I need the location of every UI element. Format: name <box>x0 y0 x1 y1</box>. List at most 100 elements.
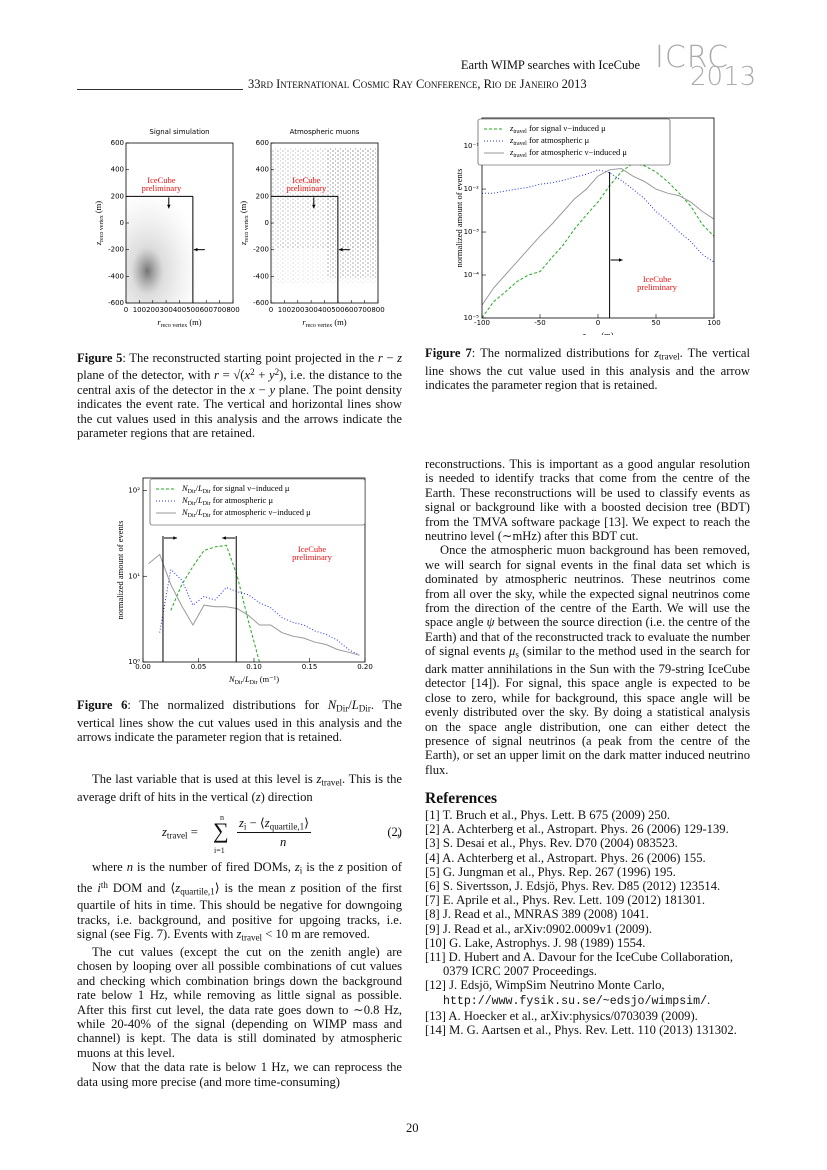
text-run: [4] A. Achterberg et al., Astropart. Phy… <box>425 850 706 865</box>
text-run: DOM and ⟨ <box>107 880 176 895</box>
text-run: (m) <box>238 201 248 216</box>
text-run: i <box>299 865 303 876</box>
text-run: . The vertical line shows the cut value … <box>425 346 750 393</box>
text-run: The cut values (except the cut on the ze… <box>77 944 402 1060</box>
text-run: / <box>196 483 199 493</box>
series-line <box>159 568 360 656</box>
arrow-head <box>618 258 623 262</box>
x-tick-label: 300 <box>159 306 172 314</box>
left-text-2: where n is the number of fired DOMs, zi … <box>77 860 402 1089</box>
text-run: Dir <box>336 703 349 714</box>
x-tick-label: -100 <box>474 319 490 327</box>
text-run: Dir <box>203 489 211 495</box>
annotation: IceCube <box>298 544 327 554</box>
x-tick-label: -50 <box>534 319 545 327</box>
legend <box>477 118 671 166</box>
reference: [13] A. Hoecker et al., arXiv:physics/07… <box>425 1009 750 1023</box>
text-run: / <box>243 674 246 684</box>
text-run: [13] A. Hoecker et al., arXiv:physics/07… <box>425 1008 698 1023</box>
text-run: z <box>397 351 402 365</box>
text-run: − ⟨ <box>246 816 265 830</box>
paragraph: reconstructions. This is important as a … <box>425 457 750 543</box>
text-run: μ <box>509 644 516 659</box>
text-run: L <box>197 495 203 505</box>
y-tick-label: -400 <box>253 272 269 280</box>
text-run: [11] D. Hubert and A. Davour for the Ice… <box>425 950 733 979</box>
arrow-head <box>193 247 198 252</box>
axes-frame <box>142 477 366 663</box>
y-tick-label: 10⁻⁴ <box>464 271 480 279</box>
text-run: z <box>509 147 514 157</box>
y-tick-label: -200 <box>253 246 269 254</box>
text-run: n <box>126 860 134 874</box>
text-run: z <box>264 816 270 830</box>
x-tick-label: 100 <box>707 319 720 327</box>
text-run: travel <box>659 351 680 362</box>
x-tick-label: 600 <box>345 306 358 314</box>
text-run: N <box>228 674 236 684</box>
reference: [1] T. Bruch et al., Phys. Lett. B 675 (… <box>425 808 750 822</box>
text-run: th <box>100 879 108 890</box>
y-tick-label: 10⁻² <box>464 185 480 193</box>
text-run: ⟩ <box>304 816 310 830</box>
text-run: z <box>236 927 242 942</box>
annotation: preliminary <box>292 552 332 562</box>
text-run: / <box>348 698 352 712</box>
x-tick-label: 0.00 <box>135 663 151 671</box>
text-run: r <box>214 368 219 383</box>
text-run: z <box>509 135 514 145</box>
legend-label: ztravel for atmospheric μ <box>509 135 590 147</box>
density <box>271 243 378 283</box>
text-run: z <box>93 241 103 246</box>
figure-7-caption: Figure 7: The normalized distributions f… <box>425 346 750 392</box>
text-run: travel <box>166 830 188 841</box>
x-tick-label: 600 <box>200 306 213 314</box>
text-run: [5] G. Jungman et al., Phys. Rep. 267 (1… <box>425 864 676 879</box>
y-tick-label: 400 <box>111 166 124 174</box>
x-tick-label: 0.10 <box>246 663 262 671</box>
text-run: (m) <box>187 317 202 327</box>
text-run: plane. The point density indicates the e… <box>77 382 403 441</box>
text-run: for signal ν−induced μ <box>211 483 290 493</box>
y-tick-label: 10⁻³ <box>464 228 480 236</box>
text-run: [14] M. G. Aartsen et al., Phys. Rev. Le… <box>425 1023 737 1038</box>
y-tick-label: 10² <box>128 487 140 495</box>
text-run: < 10 m are removed. <box>262 927 370 942</box>
x-tick-label: 800 <box>371 306 384 314</box>
series-line <box>482 169 715 263</box>
rule <box>77 89 243 90</box>
text-run: i <box>243 821 247 832</box>
text-run: [1] T. Bruch et al., Phys. Lett. B 675 (… <box>425 808 671 822</box>
x-axis-label: NDir/LDir (m⁻¹) <box>228 674 279 686</box>
reference: [14] M. G. Aartsen et al., Phys. Rev. Le… <box>425 1023 750 1037</box>
legend-label: NDir/LDir for atmospheric ν−induced μ <box>181 507 311 519</box>
legend <box>149 478 366 526</box>
reference: [9] J. Read et al., arXiv:0902.0009v1 (2… <box>425 922 750 936</box>
annotation: IceCube <box>643 274 672 284</box>
text-run: s <box>515 649 519 660</box>
text-run: http://www.fysik.su.se/~edsjo/wimpsim/ <box>443 994 708 1008</box>
text-run: = √( <box>218 368 245 383</box>
text-run: z <box>239 816 244 830</box>
reference: [2] A. Achterberg et al., Astropart. Phy… <box>425 822 750 836</box>
reference: [10] G. Lake, Astrophys. J. 98 (1989) 15… <box>425 936 750 950</box>
logo-top: ICRC <box>655 40 730 75</box>
x-tick-label: 0.15 <box>302 663 318 671</box>
references: [1] T. Bruch et al., Phys. Lett. B 675 (… <box>425 808 750 1037</box>
figure-5-caption: Figure 5: The reconstructed starting poi… <box>77 351 402 441</box>
text-run: z <box>238 241 248 246</box>
text-run: quartile,1 <box>269 821 305 832</box>
x-axis-label: rreco vertex (m) <box>302 317 346 329</box>
reference: [12] J. Edsjö, WimpSim Neutrino Monte Ca… <box>425 978 750 1008</box>
text-run: y <box>269 368 275 383</box>
text-run: 2 <box>250 367 255 378</box>
series-line <box>170 544 260 663</box>
text-run: Dir <box>358 703 371 714</box>
y-tick-label: -600 <box>108 299 124 307</box>
reference: [7] E. Aprile et al., Phys. Rev. Lett. 1… <box>425 893 750 907</box>
text-run: z <box>654 346 660 360</box>
series-line <box>148 553 360 656</box>
text-run: L <box>197 507 203 517</box>
denominator: n <box>280 835 287 849</box>
